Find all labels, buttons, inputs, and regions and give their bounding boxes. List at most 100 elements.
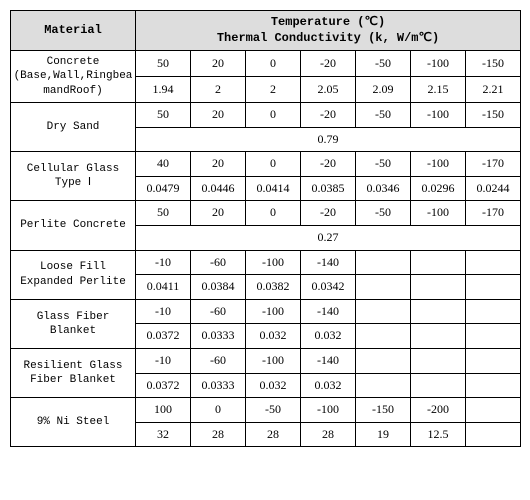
temp-cell: -140 (301, 349, 356, 374)
temp-cell: -100 (411, 201, 466, 226)
temp-cell: -140 (301, 250, 356, 275)
table-body: Concrete (Base,Wall,RingbeamandRoof)5020… (11, 51, 521, 447)
temp-cell: 50 (136, 201, 191, 226)
temp-cell: -100 (301, 398, 356, 423)
k-cell: 0.0479 (136, 176, 191, 201)
temp-cell: -50 (356, 201, 411, 226)
k-cell (411, 275, 466, 300)
temp-cell: -60 (191, 349, 246, 374)
temp-cell: -170 (466, 152, 521, 177)
temp-cell: -20 (301, 103, 356, 128)
col-header-temp-k: Temperature (℃) Thermal Conductivity (k,… (136, 11, 521, 51)
temp-cell: 0 (246, 103, 301, 128)
k-cell: 0.0346 (356, 176, 411, 201)
temp-cell: 100 (136, 398, 191, 423)
temp-cell (356, 250, 411, 275)
temp-cell: -50 (356, 103, 411, 128)
k-cell: 0.032 (246, 324, 301, 349)
k-cell: 0.0244 (466, 176, 521, 201)
temp-cell: -150 (466, 103, 521, 128)
temp-cell: 40 (136, 152, 191, 177)
temp-cell: -20 (301, 51, 356, 77)
temp-cell (411, 299, 466, 324)
k-cell: 0.0342 (301, 275, 356, 300)
k-cell (356, 324, 411, 349)
k-cell (356, 373, 411, 398)
k-cell: 2 (246, 77, 301, 103)
k-cell: 2.09 (356, 77, 411, 103)
temp-cell: -100 (246, 299, 301, 324)
header-k-line: Thermal Conductivity (k, W/m℃) (217, 31, 439, 45)
col-header-material: Material (11, 11, 136, 51)
k-cell: 0.0446 (191, 176, 246, 201)
k-cell: 2 (191, 77, 246, 103)
temp-cell: 0 (246, 152, 301, 177)
k-cell: 0.032 (301, 324, 356, 349)
temp-cell: -10 (136, 299, 191, 324)
k-cell: 2.21 (466, 77, 521, 103)
k-cell (466, 422, 521, 447)
temp-cell: -100 (246, 349, 301, 374)
k-span-cell: 0.27 (136, 226, 521, 251)
k-cell: 0.0384 (191, 275, 246, 300)
temp-cell: -50 (356, 152, 411, 177)
k-cell: 0.0385 (301, 176, 356, 201)
temp-cell: 20 (191, 103, 246, 128)
temp-cell (356, 299, 411, 324)
temp-cell: -140 (301, 299, 356, 324)
temp-cell: -50 (356, 51, 411, 77)
k-cell: 0.0411 (136, 275, 191, 300)
thermal-conductivity-table: Material Temperature (℃) Thermal Conduct… (10, 10, 521, 447)
material-name: Perlite Concrete (11, 201, 136, 250)
temp-cell (466, 349, 521, 374)
k-span-cell: 0.79 (136, 127, 521, 152)
material-name: Concrete (Base,Wall,RingbeamandRoof) (11, 51, 136, 103)
temp-cell: -170 (466, 201, 521, 226)
k-cell: 28 (301, 422, 356, 447)
material-name: Loose Fill Expanded Perlite (11, 250, 136, 299)
k-cell: 0.032 (246, 373, 301, 398)
temp-cell: -60 (191, 250, 246, 275)
temp-cell: -100 (411, 152, 466, 177)
k-cell (411, 324, 466, 349)
temp-cell: -60 (191, 299, 246, 324)
temp-cell: -150 (466, 51, 521, 77)
temp-cell: -10 (136, 349, 191, 374)
k-cell: 0.0296 (411, 176, 466, 201)
header-temp-line: Temperature (℃) (271, 15, 385, 29)
temp-cell (411, 349, 466, 374)
temp-cell: 50 (136, 51, 191, 77)
temp-cell: 50 (136, 103, 191, 128)
temp-cell: -50 (246, 398, 301, 423)
temp-cell: -200 (411, 398, 466, 423)
temp-cell (356, 349, 411, 374)
k-cell (356, 275, 411, 300)
temp-cell: -20 (301, 152, 356, 177)
k-cell: 2.15 (411, 77, 466, 103)
k-cell: 0.0372 (136, 324, 191, 349)
k-cell: 12.5 (411, 422, 466, 447)
temp-cell: 0 (246, 51, 301, 77)
k-cell: 0.0333 (191, 324, 246, 349)
k-cell: 28 (246, 422, 301, 447)
material-name: Cellular Glass Type Ⅰ (11, 152, 136, 201)
k-cell: 0.032 (301, 373, 356, 398)
k-cell: 0.0382 (246, 275, 301, 300)
material-name: Dry Sand (11, 103, 136, 152)
k-cell: 28 (191, 422, 246, 447)
k-cell: 32 (136, 422, 191, 447)
temp-cell (466, 299, 521, 324)
k-cell: 19 (356, 422, 411, 447)
temp-cell: 20 (191, 51, 246, 77)
k-cell: 1.94 (136, 77, 191, 103)
k-cell: 0.0414 (246, 176, 301, 201)
material-name: 9% Ni Steel (11, 398, 136, 447)
temp-cell (411, 250, 466, 275)
k-cell (411, 373, 466, 398)
k-cell: 0.0333 (191, 373, 246, 398)
temp-cell: 0 (246, 201, 301, 226)
temp-cell: -100 (246, 250, 301, 275)
temp-cell (466, 250, 521, 275)
k-cell (466, 324, 521, 349)
k-cell (466, 373, 521, 398)
